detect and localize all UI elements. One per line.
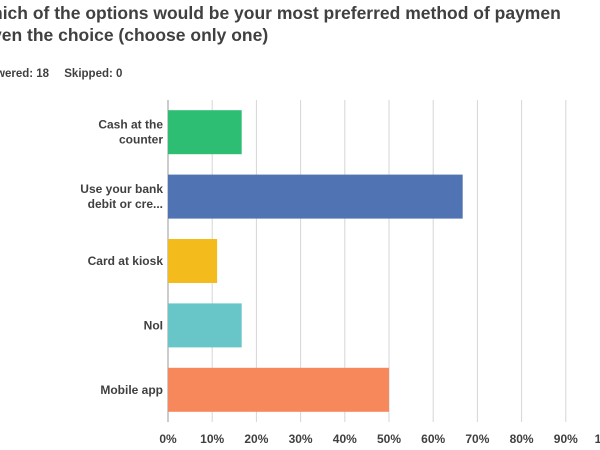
bar: [168, 367, 389, 412]
tick-label: 40%: [333, 432, 357, 446]
chart-title: hich of the options would be your most p…: [0, 2, 600, 46]
tick-label: 100%: [595, 432, 600, 446]
tick-label: 20%: [244, 432, 268, 446]
tick-label: 10%: [200, 432, 224, 446]
answered-count: wered: 18: [0, 68, 50, 80]
tick-label: 70%: [465, 432, 489, 446]
title-line-2: ven the choice (choose only one): [0, 25, 269, 45]
title-line-1: hich of the options would be your most p…: [0, 3, 561, 23]
category-label: Mobile app: [100, 383, 163, 397]
skipped-count: Skipped: 0: [64, 68, 123, 80]
tick-label: 0%: [159, 432, 177, 446]
tick-label: 60%: [421, 432, 445, 446]
tick-label: 50%: [377, 432, 401, 446]
tick-label: 80%: [510, 432, 534, 446]
category-label: NoI: [144, 318, 163, 332]
bar: [168, 239, 218, 283]
response-summary: wered: 18 Skipped: 0: [0, 68, 134, 80]
category-label: Card at kiosk: [88, 254, 164, 268]
bar: [168, 303, 242, 348]
tick-label: 90%: [554, 432, 578, 446]
category-label: Use your bank debit or cre...: [80, 182, 163, 211]
bar: [168, 174, 463, 219]
category-label: Cash at the counter: [98, 118, 163, 147]
tick-label: 30%: [289, 432, 313, 446]
bar: [168, 110, 242, 155]
